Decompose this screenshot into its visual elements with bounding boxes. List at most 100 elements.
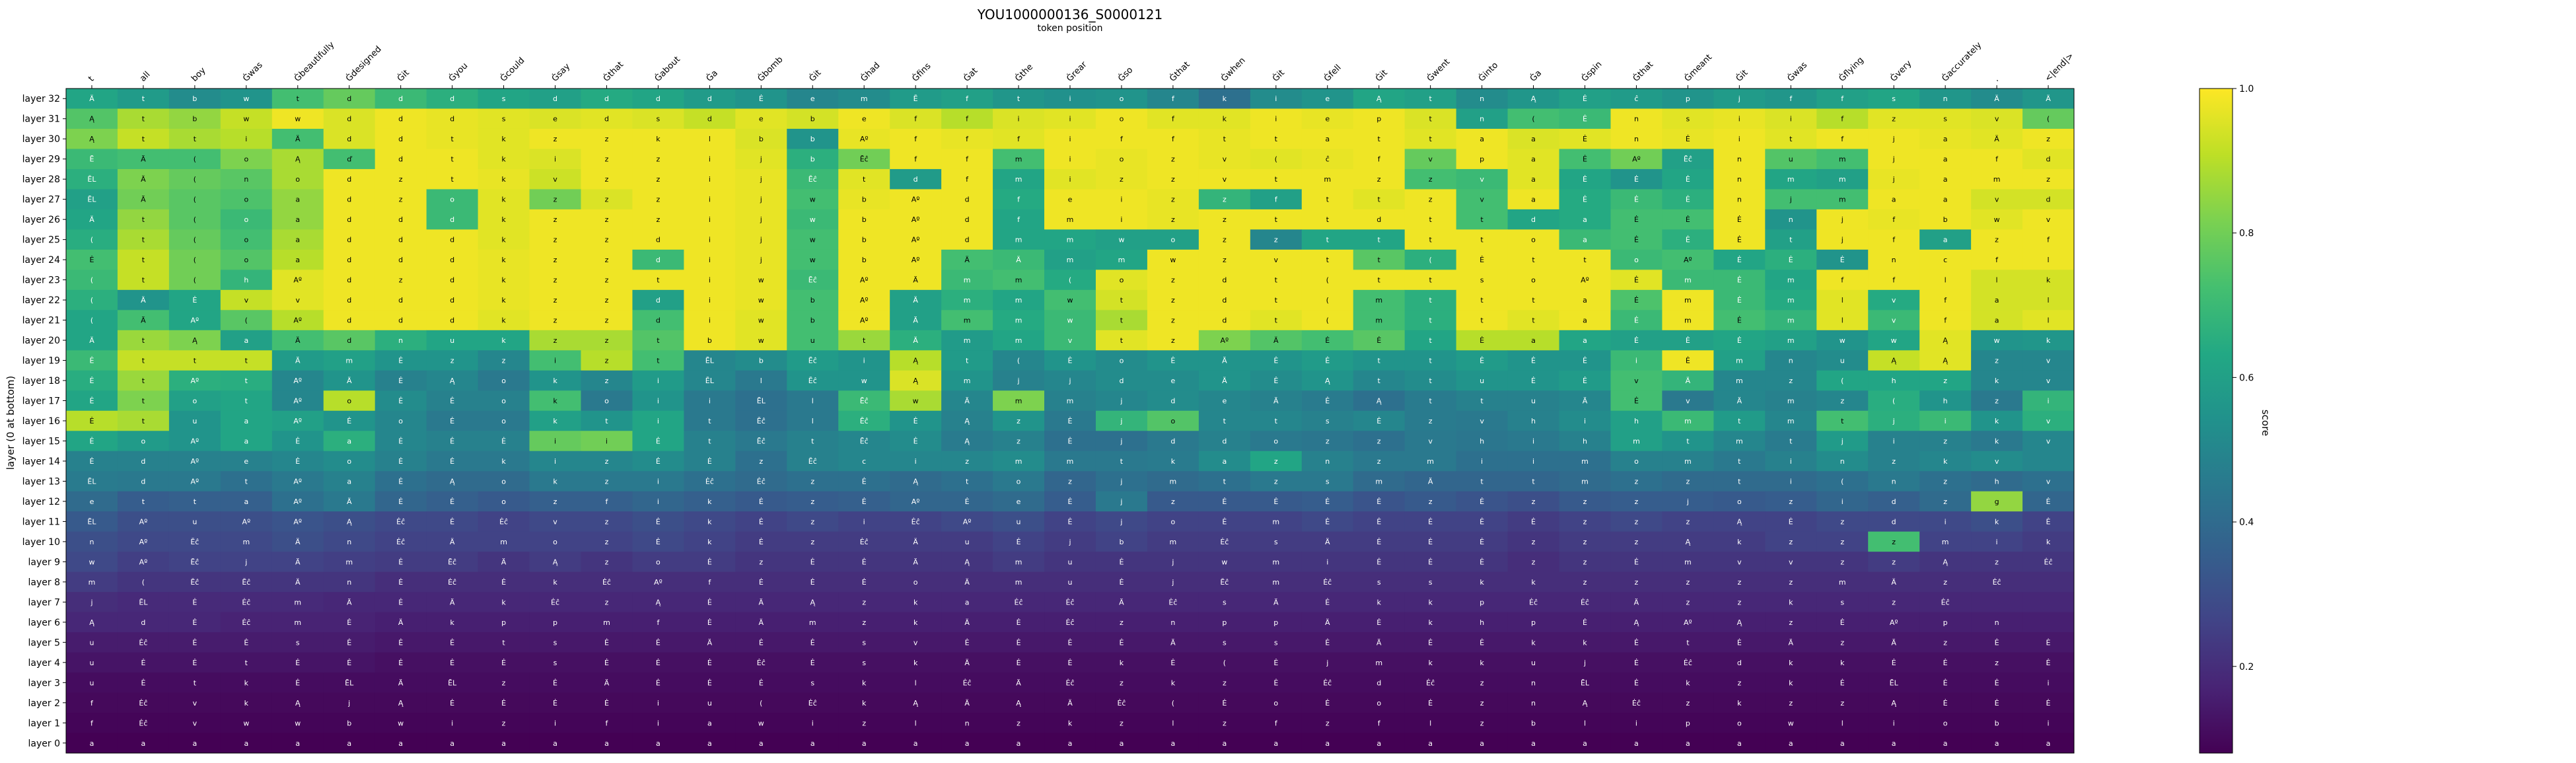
cell-label: t — [657, 357, 660, 365]
heatmap-cell — [735, 431, 787, 452]
heatmap-cell — [1198, 571, 1251, 593]
heatmap-cell — [117, 410, 170, 431]
cell-label: l — [915, 678, 917, 687]
heatmap-cell — [581, 128, 633, 149]
cell-label: z — [605, 155, 609, 164]
cell-label: i — [1790, 115, 1792, 124]
heatmap-cell — [426, 330, 479, 351]
y-tick-label: layer 17 — [22, 396, 60, 407]
heatmap-cell — [168, 168, 221, 190]
heatmap-cell — [890, 310, 942, 331]
cell-label: Ė — [1377, 558, 1381, 566]
cell-label: ĒL — [87, 196, 96, 204]
heatmap-cell — [1301, 431, 1354, 452]
heatmap-cell — [1147, 451, 1199, 472]
y-tick-label: layer 8 — [28, 577, 60, 588]
cell-label: f — [966, 175, 969, 184]
heatmap-cell — [1816, 310, 1869, 331]
heatmap-cell — [1198, 330, 1251, 351]
cell-label: Ė — [1428, 558, 1433, 566]
heatmap-cell — [1456, 249, 1509, 270]
heatmap-cell — [478, 652, 530, 673]
heatmap-cell — [1662, 531, 1714, 552]
y-tick-label: layer 28 — [22, 174, 60, 185]
cell-label: b — [1119, 538, 1124, 546]
heatmap-cell — [478, 128, 530, 149]
heatmap-cell — [941, 229, 993, 250]
cell-label: Ä — [964, 699, 970, 708]
cell-label: Ą — [295, 699, 301, 708]
cell-label: v — [1892, 296, 1896, 305]
cell-label: i — [2047, 678, 2049, 687]
cell-label: Ė — [1068, 417, 1073, 425]
cell-label: i — [1069, 175, 1071, 184]
cell-label: v — [1480, 196, 1484, 204]
cell-label: t — [1429, 276, 1432, 285]
cell-label: ( — [194, 175, 196, 184]
cell-label: s — [1480, 276, 1484, 285]
heatmap-cell — [2022, 89, 2075, 109]
cell-label: d — [656, 256, 661, 264]
heatmap-cell — [1559, 652, 1611, 673]
heatmap-cell — [941, 189, 993, 210]
heatmap-cell — [1713, 350, 1766, 371]
heatmap-cell — [117, 229, 170, 250]
heatmap-cell — [1147, 612, 1199, 633]
cell-label: k — [553, 417, 557, 425]
y-tick-label: layer 16 — [22, 416, 60, 427]
cell-label: t — [966, 357, 969, 365]
cell-label: k — [501, 135, 506, 143]
heatmap-cell — [1456, 310, 1509, 331]
heatmap-cell — [1919, 612, 1972, 633]
heatmap-cell — [1044, 128, 1096, 149]
heatmap-cell — [787, 531, 839, 552]
cell-label: m — [1015, 155, 1022, 164]
heatmap-cell — [941, 431, 993, 452]
heatmap-cell — [323, 108, 376, 129]
cell-label: a — [1995, 739, 1999, 748]
cell-label: Ė — [1737, 256, 1742, 264]
cell-label: Ä — [1016, 256, 1021, 264]
heatmap-cell — [1301, 531, 1354, 552]
cell-label: t — [1326, 215, 1330, 224]
heatmap-cell — [890, 511, 942, 532]
heatmap-cell — [1559, 571, 1611, 593]
cell-label: Aº — [139, 517, 148, 526]
heatmap-cell — [1816, 168, 1869, 190]
cell-label: z — [1995, 357, 1999, 365]
heatmap-cell — [1919, 289, 1972, 310]
cell-label: Ė — [656, 538, 661, 546]
heatmap-cell — [1816, 128, 1869, 149]
heatmap-cell — [1198, 612, 1251, 633]
cell-label: n — [1634, 135, 1639, 143]
heatmap-cell — [1095, 108, 1148, 129]
heatmap-cell — [1353, 289, 1406, 310]
cell-label: i — [554, 155, 556, 164]
cell-label: w — [295, 719, 301, 727]
cell-label: Ė — [1531, 357, 1536, 365]
heatmap-cell — [271, 632, 324, 653]
cell-label: m — [603, 618, 610, 627]
cell-label: Ä — [759, 618, 764, 627]
heatmap-cell — [66, 652, 118, 673]
heatmap-cell — [1610, 289, 1663, 310]
cell-label: Ą — [89, 135, 94, 143]
heatmap-cell — [1456, 209, 1509, 230]
heatmap-cell — [684, 270, 736, 291]
cell-label: z — [1532, 558, 1536, 566]
cell-label: m — [1015, 336, 1022, 345]
cell-label: d — [965, 196, 970, 204]
cell-label: Ėĉ — [1066, 678, 1075, 687]
cell-label: v — [1634, 377, 1639, 385]
cell-label: d — [1119, 377, 1124, 385]
heatmap-cell — [1250, 350, 1303, 371]
heatmap-cell — [1456, 471, 1509, 492]
heatmap-cell — [426, 89, 479, 109]
heatmap-cell — [1868, 491, 1920, 512]
cell-label: Ė — [1377, 336, 1381, 345]
cell-label: Aº — [1684, 256, 1692, 264]
cell-label: w — [1170, 256, 1176, 264]
cell-label: n — [1325, 457, 1330, 466]
heatmap-cell — [1610, 370, 1663, 391]
cell-label: Ä — [1273, 598, 1279, 606]
